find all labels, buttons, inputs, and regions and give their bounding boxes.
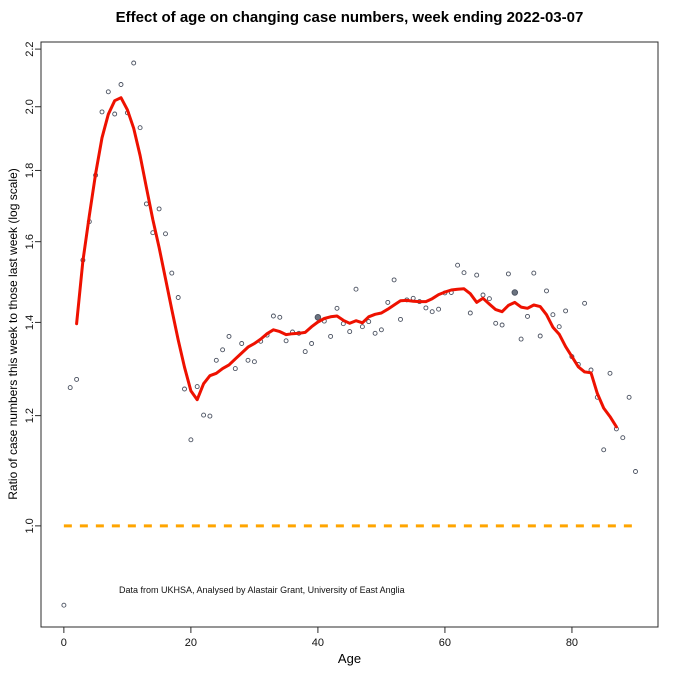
data-point (429, 309, 435, 315)
data-point (156, 206, 162, 212)
data-point (398, 316, 403, 322)
x-tick-label: 0 (61, 637, 67, 649)
chart-title: Effect of age on changing case numbers, … (115, 9, 584, 26)
data-point (270, 313, 276, 319)
x-tick-label: 20 (185, 637, 197, 649)
data-point (563, 308, 569, 314)
y-tick-label: 2.0 (24, 99, 36, 114)
data-point (531, 270, 537, 276)
data-point (302, 349, 308, 355)
data-point (480, 292, 486, 298)
data-point (112, 111, 118, 117)
data-point (283, 338, 289, 344)
data-point (511, 289, 519, 296)
y-tick-label: 1.2 (24, 408, 36, 423)
data-point (182, 386, 187, 392)
data-point (207, 413, 213, 419)
data-point (232, 366, 238, 372)
data-point (633, 469, 638, 474)
x-tick-label: 80 (566, 637, 578, 649)
y-tick-label: 2.2 (24, 41, 36, 56)
data-point (366, 319, 372, 325)
data-point (537, 333, 543, 339)
y-tick-label: 1.0 (24, 518, 36, 533)
data-point (175, 295, 181, 300)
data-point (220, 347, 226, 353)
data-point (385, 299, 391, 305)
trend-line (75, 96, 618, 429)
data-point (334, 305, 340, 311)
data-point (226, 333, 232, 339)
data-point (213, 357, 219, 363)
data-point (601, 447, 607, 453)
data-point (518, 336, 524, 342)
data-point (137, 125, 143, 131)
data-point (550, 312, 556, 318)
y-tick-label: 1.8 (24, 163, 36, 178)
data-point (467, 310, 473, 316)
data-point (118, 82, 124, 87)
x-tick-label: 60 (439, 637, 451, 649)
data-point (582, 300, 588, 306)
data-point (544, 288, 549, 294)
data-point (525, 313, 530, 319)
data-point (556, 324, 562, 330)
data-point (105, 89, 111, 95)
data-point (201, 412, 207, 418)
data-point (188, 437, 194, 443)
data-point (461, 270, 467, 276)
data-point (493, 320, 499, 326)
data-point (314, 314, 322, 321)
data-point (620, 435, 626, 441)
data-point (143, 201, 149, 207)
data-point (607, 370, 613, 376)
data-point (61, 602, 67, 608)
x-axis-title: Age (337, 651, 362, 666)
data-point (309, 341, 315, 346)
data-point (378, 327, 384, 333)
data-point (99, 109, 105, 115)
x-tick-label: 40 (312, 637, 324, 649)
data-point (131, 60, 137, 66)
data-point (163, 231, 168, 237)
data-point (372, 330, 378, 336)
y-tick-label: 1.4 (24, 315, 36, 330)
data-point (239, 341, 245, 346)
data-point (436, 306, 442, 312)
data-point (486, 296, 492, 302)
data-point (391, 277, 397, 283)
data-point (328, 333, 334, 339)
y-axis: 1.0 1.2 1.4 1.6 1.8 2.0 2.2 (24, 41, 41, 534)
data-point (74, 376, 80, 382)
data-point (245, 357, 251, 363)
x-axis: 0 20 40 60 80 (61, 627, 578, 649)
data-point (499, 322, 505, 328)
data-point (353, 286, 359, 292)
data-point (277, 314, 283, 320)
data-point (423, 305, 429, 311)
data-point (347, 329, 353, 335)
data-point (505, 271, 511, 277)
plot-frame (40, 41, 659, 628)
data-point (455, 262, 461, 268)
data-point (626, 394, 632, 400)
data-point (474, 272, 480, 278)
data-point (169, 270, 175, 276)
data-point (194, 384, 200, 390)
data-point (251, 359, 257, 365)
data-point (67, 385, 73, 391)
data-point (359, 324, 365, 330)
y-tick-label: 1.6 (24, 234, 36, 249)
source-annotation: Data from UKHSA, Analysed by Alastair Gr… (119, 585, 405, 595)
